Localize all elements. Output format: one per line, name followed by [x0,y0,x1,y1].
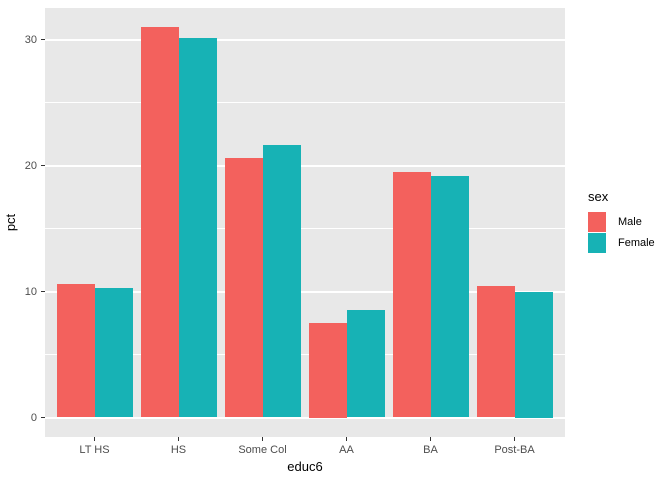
bar-female-post-ba [514,291,553,418]
minor-gridline [45,102,565,103]
x-tick-mark [514,437,515,441]
bar-male-ba [392,171,431,418]
y-tick-label: 10 [24,285,37,298]
bar-female-lt-hs [94,287,133,418]
x-tick-mark [346,437,347,441]
y-tick-label: 20 [24,159,37,172]
bar-male-post-ba [476,286,515,418]
x-tick-label: LT HS [79,444,110,456]
x-tick-mark [430,437,431,441]
x-tick-mark [178,437,179,441]
bar-female-aa [346,310,385,418]
bar-male-lt-hs [56,283,95,418]
legend-label: Female [618,237,655,249]
y-tick-mark [41,291,45,292]
bar-male-hs [140,26,179,418]
minor-gridline [45,354,565,355]
x-tick-label: Post-BA [494,444,535,456]
y-tick-mark [41,39,45,40]
y-tick-mark [41,417,45,418]
legend-key-female [588,233,606,253]
x-axis-title: educ6 [287,459,323,474]
bar-female-some-col [262,145,301,418]
x-tick-label: BA [423,444,438,456]
bar-female-hs [178,38,217,418]
legend-label: Male [618,216,642,228]
bar-female-ba [430,175,469,418]
legend-key-male [588,212,606,232]
minor-gridline [45,228,565,229]
major-gridline [45,38,565,41]
y-axis-title-wrap: pct [0,8,22,437]
x-tick-label: AA [339,444,354,456]
x-tick-mark [262,437,263,441]
legend-entries: Male Female [588,212,655,253]
y-tick-mark [41,165,45,166]
bar-male-aa [308,323,347,418]
x-tick-label: Some Col [238,444,287,456]
plot-panel [45,8,565,437]
x-tick-label: HS [170,444,187,456]
x-tick-mark [94,437,95,441]
y-tick-label: 0 [30,411,37,424]
legend: sex Male Female [588,189,655,254]
major-gridline [45,416,565,419]
bar-male-some-col [224,157,263,418]
y-tick-label: 30 [24,33,37,46]
major-gridline [45,164,565,167]
legend-title: sex [588,189,609,204]
legend-entry-male: Male [588,212,655,232]
legend-entry-female: Female [588,233,655,253]
major-gridline [45,290,565,293]
y-axis-title: pct [3,213,19,232]
